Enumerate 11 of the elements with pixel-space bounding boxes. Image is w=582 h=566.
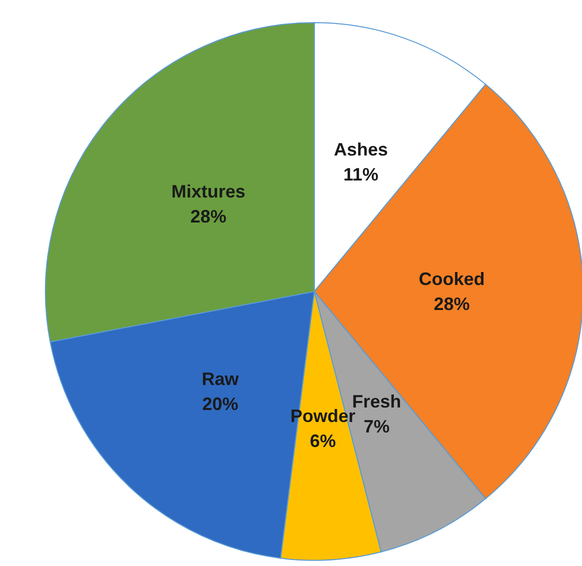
slice-label: Fresh — [352, 391, 402, 412]
data-label: 11% — [343, 164, 378, 185]
slice-label: Raw — [202, 369, 240, 390]
data-label: 20% — [202, 394, 238, 414]
slice-label: Ashes — [334, 140, 388, 160]
data-label: 28% — [190, 206, 226, 226]
slice-label: Cooked — [418, 268, 485, 289]
slice-label: Mixtures — [171, 181, 246, 202]
data-label: 7% — [364, 416, 390, 436]
data-label: 6% — [310, 431, 336, 452]
data-label: 28% — [434, 294, 470, 314]
